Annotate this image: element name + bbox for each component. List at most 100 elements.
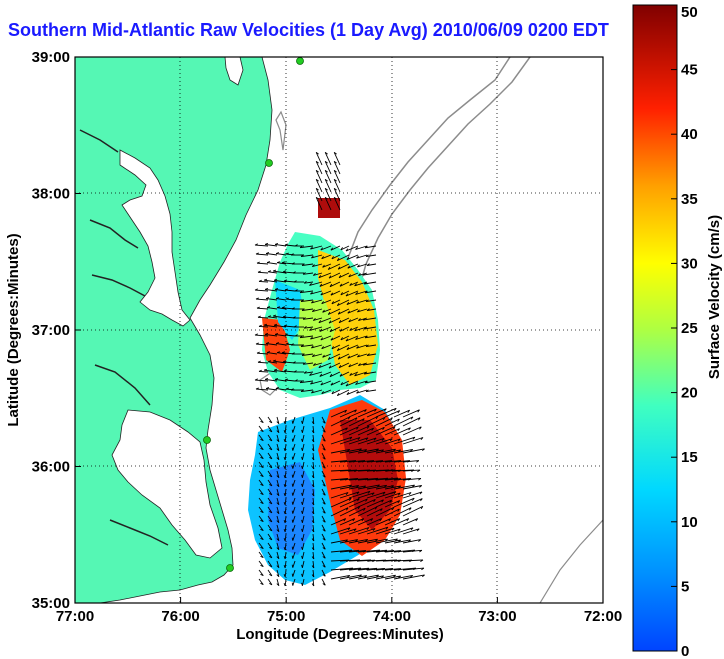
velocity-arrow: [348, 437, 369, 445]
velocity-arrowhead: [311, 354, 315, 357]
velocity-arrowhead: [301, 546, 303, 550]
velocity-arrow: [333, 197, 341, 211]
velocity-arrow: [318, 317, 332, 324]
velocity-arrow: [318, 272, 332, 279]
velocity-arrow: [322, 308, 332, 313]
velocity-arrow: [366, 549, 387, 553]
velocity-arrowhead: [291, 492, 294, 496]
velocity-arrow: [302, 353, 314, 356]
velocity-arrowhead: [349, 282, 352, 286]
velocity-arrowhead: [389, 438, 393, 442]
velocity-arrow: [375, 460, 392, 463]
velocity-arrow: [301, 416, 305, 424]
velocity-arrow: [301, 578, 305, 586]
velocity-arrow: [276, 452, 280, 460]
velocity-arrowhead: [283, 430, 286, 434]
velocity-arrow: [330, 527, 351, 535]
velocity-arrowhead: [322, 574, 326, 577]
velocity-arrowhead: [393, 408, 397, 411]
velocity-arrowhead: [265, 341, 270, 344]
velocity-arrow: [393, 549, 415, 553]
colorbar-tick-label: 0: [681, 643, 689, 659]
velocity-arrowhead: [407, 409, 410, 413]
velocity-arrow: [346, 299, 359, 306]
velocity-arrowhead: [358, 363, 361, 366]
velocity-arrowhead: [324, 160, 328, 164]
velocity-arrowhead: [346, 257, 350, 260]
velocity-arrowhead: [267, 270, 272, 273]
velocity-arrowhead: [301, 573, 303, 577]
velocity-arrowhead: [384, 484, 387, 488]
velocity-arrow: [393, 478, 411, 481]
velocity-arrowhead: [255, 342, 259, 345]
velocity-arrow: [348, 559, 372, 562]
x-tick-label: 73:00: [478, 608, 516, 625]
velocity-arrowhead: [359, 448, 362, 452]
velocity-arrow: [255, 343, 269, 346]
velocity-arrowhead: [393, 574, 396, 578]
velocity-arrowhead: [269, 511, 273, 514]
velocity-arrow: [393, 567, 416, 571]
velocity-arrowhead: [330, 247, 334, 251]
velocity-arrow: [267, 352, 278, 355]
velocity-arrow: [333, 152, 341, 166]
velocity-arrowhead: [276, 430, 280, 434]
velocity-arrow: [339, 326, 350, 332]
velocity-arrowhead: [421, 567, 425, 571]
velocity-arrow: [338, 272, 350, 279]
velocity-arrowhead: [276, 565, 280, 569]
velocity-arrow: [355, 380, 368, 385]
velocity-arrow: [256, 352, 269, 355]
velocity-arrowhead: [331, 391, 334, 395]
velocity-arrowhead: [281, 261, 285, 264]
velocity-arrowhead: [315, 151, 319, 155]
velocity-arrow: [321, 344, 332, 350]
velocity-arrowhead: [365, 344, 369, 347]
velocity-arrowhead: [311, 583, 315, 587]
velocity-arrowhead: [267, 315, 272, 318]
velocity-arrowhead: [301, 483, 303, 487]
velocity-arrow: [292, 479, 296, 487]
velocity-arrowhead: [276, 583, 280, 587]
velocity-arrowhead: [255, 297, 259, 300]
velocity-arrowhead: [269, 448, 273, 451]
velocity-arrowhead: [358, 318, 361, 321]
velocity-arrowhead: [357, 437, 361, 441]
velocity-arrow: [375, 426, 396, 436]
velocity-arrow: [348, 575, 367, 580]
velocity-arrow: [268, 361, 278, 364]
velocity-arrow: [312, 353, 323, 358]
velocity-arrowhead: [301, 510, 303, 514]
river: [91, 274, 146, 297]
velocity-arrowhead: [366, 425, 370, 429]
velocity-arrowhead: [263, 278, 268, 281]
velocity-arrowhead: [283, 493, 286, 497]
station-marker: [296, 57, 304, 65]
velocity-arrowhead: [283, 466, 286, 470]
velocity-arrow: [267, 569, 273, 577]
velocity-arrowhead: [301, 519, 303, 523]
velocity-arrowhead: [365, 539, 368, 542]
velocity-arrowhead: [347, 449, 350, 452]
velocity-arrow: [339, 549, 359, 553]
velocity-arrowhead: [309, 327, 312, 331]
velocity-arrowhead: [362, 418, 365, 422]
velocity-arrow: [292, 578, 296, 586]
velocity-arrowhead: [345, 383, 349, 387]
velocity-arrowhead: [318, 365, 322, 368]
velocity-arrow: [393, 497, 415, 508]
velocity-arrow: [356, 254, 368, 259]
station-marker: [226, 564, 234, 572]
velocity-arrowhead: [363, 371, 367, 375]
velocity-arrow: [276, 298, 287, 301]
velocity-arrow: [357, 460, 374, 463]
velocity-arrowhead: [269, 439, 273, 442]
velocity-arrow: [393, 409, 410, 418]
velocity-arrow: [384, 492, 401, 499]
velocity-arrow: [258, 488, 264, 495]
velocity-arrow: [315, 179, 323, 193]
velocity-arrowhead: [356, 345, 359, 349]
velocity-arrow: [337, 389, 350, 397]
velocity-arrowhead: [311, 439, 315, 443]
river: [109, 519, 169, 546]
